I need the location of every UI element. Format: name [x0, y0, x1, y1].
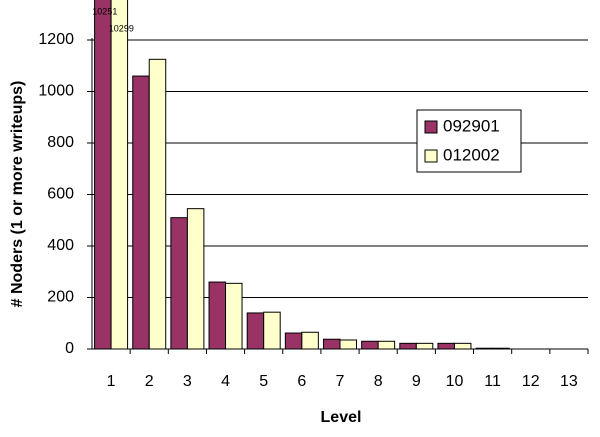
bar: [415, 342, 434, 350]
y-tick-label: 0: [65, 340, 74, 357]
bar: [148, 58, 167, 350]
bar: [246, 312, 265, 350]
bar: [377, 340, 396, 350]
bar: [399, 342, 417, 350]
legend-label: 012002: [443, 145, 500, 164]
bar: [453, 342, 472, 350]
x-axis-label: Level: [321, 409, 362, 426]
y-tick-label: 200: [47, 289, 74, 306]
bar: [208, 281, 227, 350]
y-tick-label: 800: [47, 134, 74, 151]
bar: [132, 75, 150, 350]
x-tick-label: 1: [107, 373, 116, 390]
x-tick-label: 11: [484, 373, 501, 390]
y-tick-label: 400: [47, 237, 74, 254]
legend: 092901 012002: [416, 109, 522, 173]
bar: [94, 0, 112, 350]
bar: [263, 311, 281, 350]
x-tick-label: 2: [145, 373, 154, 390]
bar: [361, 340, 379, 350]
y-tick-label: 1000: [38, 83, 74, 100]
bar: [186, 208, 205, 350]
x-tick-label: 13: [560, 373, 578, 390]
bars: [94, 0, 510, 350]
legend-label: 092901: [443, 116, 500, 135]
x-tick-label: 4: [221, 373, 230, 390]
bar: [323, 338, 341, 350]
x-tick-label: 9: [412, 373, 421, 390]
y-tick-label: 1200: [38, 31, 74, 48]
y-tick-label: 600: [47, 186, 74, 203]
x-tick-label: 7: [336, 373, 345, 390]
bar: [110, 0, 129, 350]
y-axis-label: # Noders (1 or more writeups): [9, 81, 26, 308]
x-tick-label: 6: [297, 373, 306, 390]
bar: [492, 347, 510, 350]
bar: [475, 347, 494, 350]
bar: [437, 342, 455, 350]
bar: [225, 282, 243, 350]
legend-swatch: [424, 120, 438, 134]
bar: [284, 332, 303, 350]
bar: [301, 331, 319, 350]
x-tick-label: 8: [374, 373, 383, 390]
x-tick-label: 5: [259, 373, 268, 390]
bar: [170, 217, 188, 350]
legend-swatch: [424, 149, 438, 163]
bar: [339, 339, 357, 350]
data-label: 10299: [109, 23, 134, 33]
x-tick-label: 10: [446, 373, 464, 390]
x-tick-label: 3: [183, 373, 192, 390]
x-tick-label: 12: [522, 373, 540, 390]
data-label: 10251: [92, 6, 117, 16]
